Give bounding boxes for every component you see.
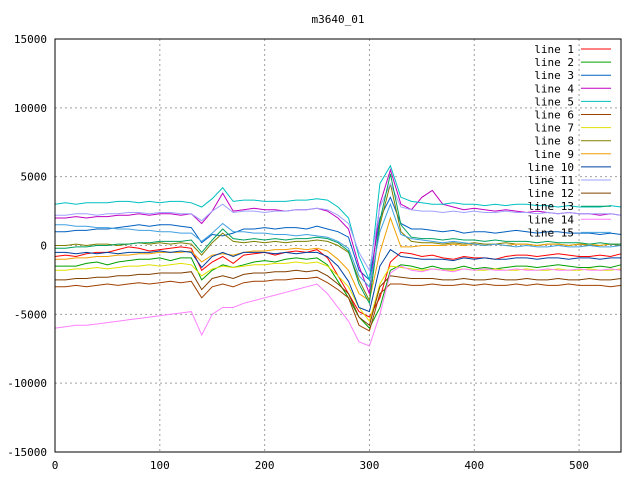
chart-title: m3640_01: [312, 13, 365, 26]
legend-label: line 4: [534, 82, 574, 95]
series-line-10: [55, 248, 621, 313]
series-line-11: [55, 182, 622, 272]
x-tick-label: 400: [464, 459, 484, 472]
series-line-15: [55, 202, 622, 288]
x-tick-label: 0: [52, 459, 59, 472]
legend-label: line 5: [534, 95, 574, 108]
plot-frame: [54, 38, 622, 453]
legend-label: line 11: [528, 174, 574, 187]
y-tick-label: 5000: [21, 171, 48, 184]
series-line-3: [55, 196, 622, 281]
tick-labels: 0 100 200 300 400 500 -15000 -10000 -5000 0 5000 10…: [7, 33, 589, 472]
series-lines: [54, 164, 622, 347]
series-line-7: [55, 261, 622, 323]
legend-label: line 10: [528, 161, 574, 174]
x-tick-label: 300: [360, 459, 380, 472]
x-tick-label: 200: [255, 459, 275, 472]
series-line-13: [55, 173, 621, 305]
y-tick-label: 15000: [14, 33, 47, 46]
legend-label: line 8: [534, 135, 574, 148]
legend-label: line 6: [534, 109, 574, 122]
legend-label: line 14: [528, 213, 575, 226]
legend-label: line 3: [534, 69, 574, 82]
series-line-9: [55, 216, 621, 302]
series-line-2: [55, 257, 622, 329]
legend-label: line 15: [528, 226, 574, 239]
y-tick-label: 0: [40, 240, 47, 253]
legend-label: line 7: [534, 122, 574, 135]
y-tick-label: -15000: [7, 446, 47, 459]
series-line-5: [54, 164, 622, 282]
legend-label: line 1: [534, 43, 574, 56]
x-tick-label: 100: [150, 459, 170, 472]
legend-label: line 12: [528, 187, 574, 200]
series-line-6: [55, 276, 622, 332]
legend-label: line 13: [528, 200, 574, 213]
y-tick-label: 10000: [14, 102, 47, 115]
series-line-12: [55, 269, 622, 327]
series-line-14: [54, 265, 622, 347]
legend-label: line 9: [534, 148, 574, 161]
legend-label: line 2: [534, 56, 574, 69]
x-tick-label: 500: [569, 459, 589, 472]
y-tick-label: -5000: [14, 308, 47, 321]
y-tick-label: -10000: [7, 377, 47, 390]
